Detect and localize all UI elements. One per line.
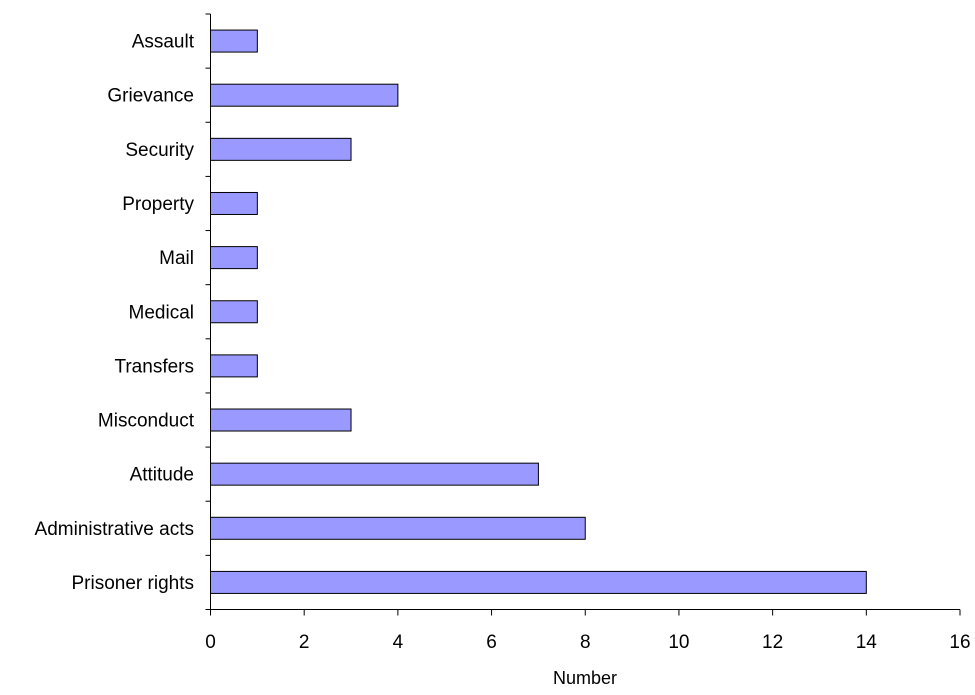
category-label: Property (122, 194, 194, 215)
x-tick-label: 6 (486, 632, 497, 653)
bar-misconduct (210, 408, 352, 432)
bar-security (210, 137, 352, 161)
category-label: Medical (129, 302, 194, 323)
bar-property (210, 191, 258, 215)
x-tick-label: 14 (856, 632, 878, 653)
bar-grievance (210, 83, 399, 107)
category-label: Assault (132, 32, 195, 53)
bar-medical (210, 300, 258, 324)
category-label: Administrative acts (35, 519, 194, 540)
category-label: Mail (159, 248, 194, 269)
bar-attitude (210, 462, 539, 486)
bar-assault (210, 29, 258, 53)
x-tick-label: 16 (949, 632, 970, 653)
bar-prisoner-rights (210, 570, 867, 594)
x-tick-label: 12 (762, 632, 783, 653)
bar-mail (210, 246, 258, 270)
category-label: Security (125, 140, 194, 161)
x-axis: 0 2 4 6 8 10 12 14 16 (205, 609, 971, 653)
category-label: Transfers (114, 356, 194, 377)
x-tick-label: 4 (393, 632, 404, 653)
bars-group (210, 29, 867, 594)
category-label: Grievance (107, 86, 194, 107)
x-tick-label: 8 (580, 632, 591, 653)
category-label: Attitude (130, 465, 194, 486)
bar-administrative-acts (210, 516, 586, 540)
x-tick-label: 0 (205, 632, 216, 653)
category-label: Prisoner rights (72, 573, 195, 594)
y-axis (205, 13, 211, 610)
x-axis-title: Number (553, 668, 617, 688)
category-label: Misconduct (98, 411, 195, 432)
x-tick-label: 2 (299, 632, 310, 653)
category-labels: Assault Grievance Security Property Mail Medi… (35, 32, 195, 594)
x-tick-label: 10 (668, 632, 689, 653)
bar-transfers (210, 354, 258, 378)
